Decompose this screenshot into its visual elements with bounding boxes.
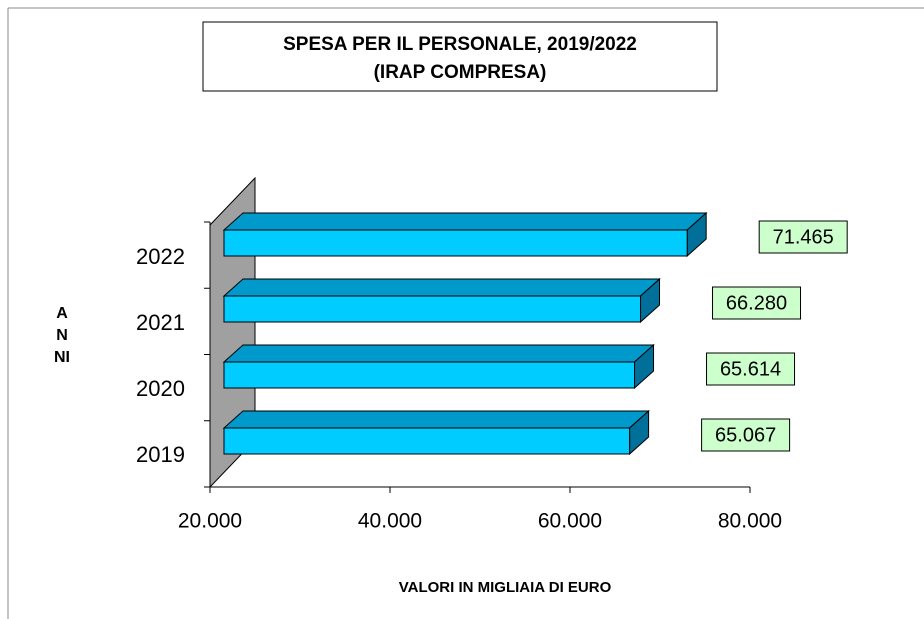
- y-tick-label: 2019: [136, 442, 185, 467]
- bar-top: [222, 344, 655, 363]
- y-axis-label: ANNI: [54, 305, 70, 366]
- chart-subtitle: (IRAP COMPRESA): [374, 62, 547, 83]
- data-label-box: [701, 418, 791, 452]
- data-label-box: [712, 286, 802, 320]
- bar-top: [222, 212, 708, 231]
- data-label-box: [706, 352, 796, 386]
- x-tick-label: 60.000: [538, 510, 602, 533]
- x-tick-label: 80.000: [718, 510, 782, 533]
- chart-title: SPESA PER IL PERSONALE, 2019/2022: [283, 34, 637, 55]
- bar: [223, 295, 642, 323]
- bar-top: [222, 278, 661, 297]
- bar: [223, 427, 631, 455]
- data-label: 65.614: [720, 358, 781, 380]
- data-label: 71.465: [773, 226, 834, 248]
- data-label: 65.067: [715, 424, 776, 446]
- bar: [223, 361, 636, 389]
- x-axis-label: VALORI IN MIGLIAIA DI EURO: [399, 579, 612, 596]
- title-box: [202, 21, 718, 92]
- bar-top: [222, 410, 650, 429]
- data-label: 66.280: [726, 292, 787, 314]
- bar: [223, 229, 688, 257]
- data-label-box: [758, 220, 848, 254]
- y-tick-label: 2021: [136, 310, 185, 335]
- y-tick-label: 2022: [136, 244, 185, 269]
- x-tick-label: 40.000: [358, 510, 422, 533]
- x-tick-label: 20.000: [178, 510, 242, 533]
- y-tick-label: 2020: [136, 376, 185, 401]
